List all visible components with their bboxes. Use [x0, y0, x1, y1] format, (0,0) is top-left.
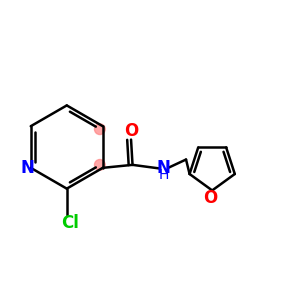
Text: Cl: Cl	[61, 214, 79, 232]
Circle shape	[94, 124, 105, 134]
Text: H: H	[159, 168, 169, 182]
Text: O: O	[204, 189, 218, 207]
Text: N: N	[157, 159, 171, 177]
Text: O: O	[124, 122, 138, 140]
Text: N: N	[20, 159, 34, 177]
Circle shape	[94, 160, 105, 170]
